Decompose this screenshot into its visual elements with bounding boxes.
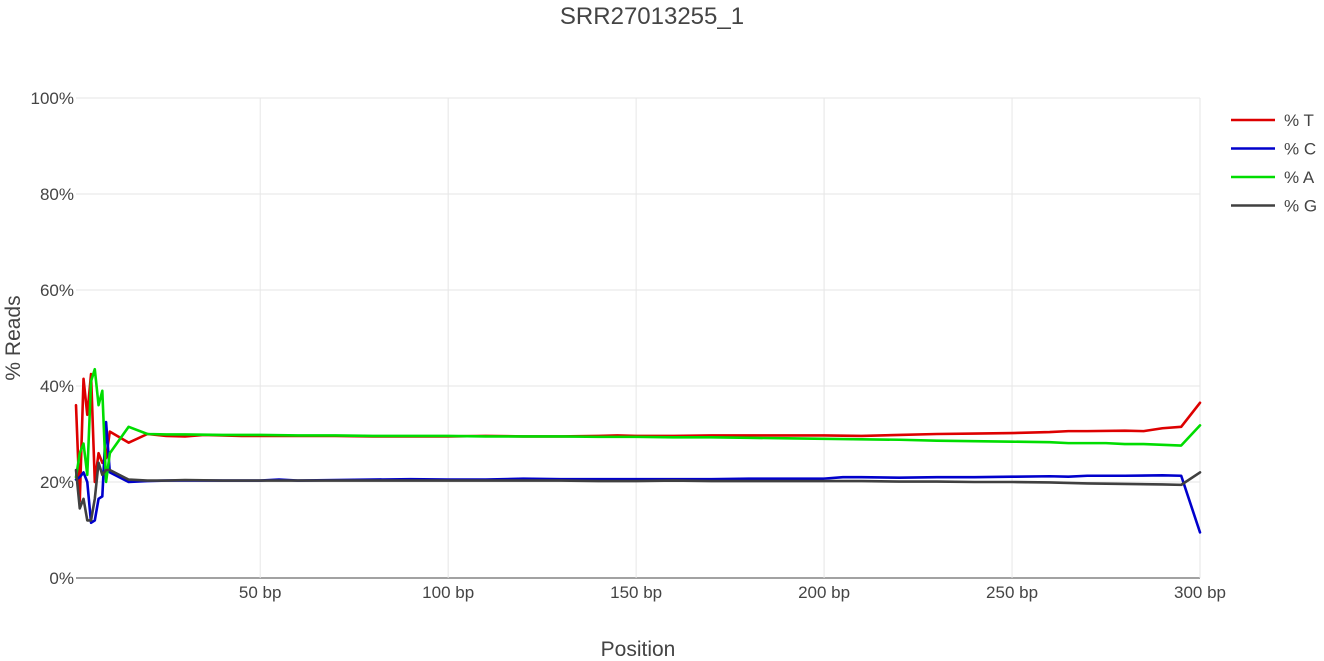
y-tick-label: 80% (40, 185, 74, 204)
x-tick-labels: 50 bp 100 bp 150 bp 200 bp 250 bp 300 bp (239, 583, 1226, 602)
legend-item[interactable]: % G (1231, 197, 1317, 216)
y-gridlines (76, 97, 1200, 579)
legend-label: % G (1284, 197, 1317, 216)
series-line-a (74, 367, 1202, 484)
x-tick-label: 300 bp (1174, 583, 1226, 602)
plot-lines (74, 367, 1202, 534)
series-line-c (74, 420, 1202, 534)
legend-item[interactable]: % C (1231, 140, 1316, 159)
y-tick-label: 20% (40, 473, 74, 492)
y-tick-label: 100% (31, 89, 74, 108)
legend-label: % A (1284, 168, 1315, 187)
x-tick-label: 200 bp (798, 583, 850, 602)
chart-title: SRR27013255_1 (560, 3, 744, 30)
x-tick-label: 150 bp (610, 583, 662, 602)
y-tick-label: 60% (40, 281, 74, 300)
x-tick-label: 250 bp (986, 583, 1038, 602)
legend: % T % C % A % G (1231, 111, 1317, 216)
x-axis-title: Position (601, 638, 676, 661)
legend-label: % C (1284, 140, 1316, 159)
legend-item[interactable]: % T (1231, 111, 1314, 130)
legend-label: % T (1284, 111, 1314, 130)
legend-item[interactable]: % A (1231, 168, 1315, 187)
x-tick-label: 100 bp (422, 583, 474, 602)
x-tick-label: 50 bp (239, 583, 282, 602)
y-tick-label: 40% (40, 377, 74, 396)
y-tick-label: 0% (49, 569, 74, 588)
y-axis-title: % Reads (2, 295, 25, 380)
x-gridlines (259, 98, 1201, 578)
series-line-g (74, 461, 1202, 522)
y-tick-labels: 0% 20% 40% 60% 80% 100% (31, 89, 74, 588)
